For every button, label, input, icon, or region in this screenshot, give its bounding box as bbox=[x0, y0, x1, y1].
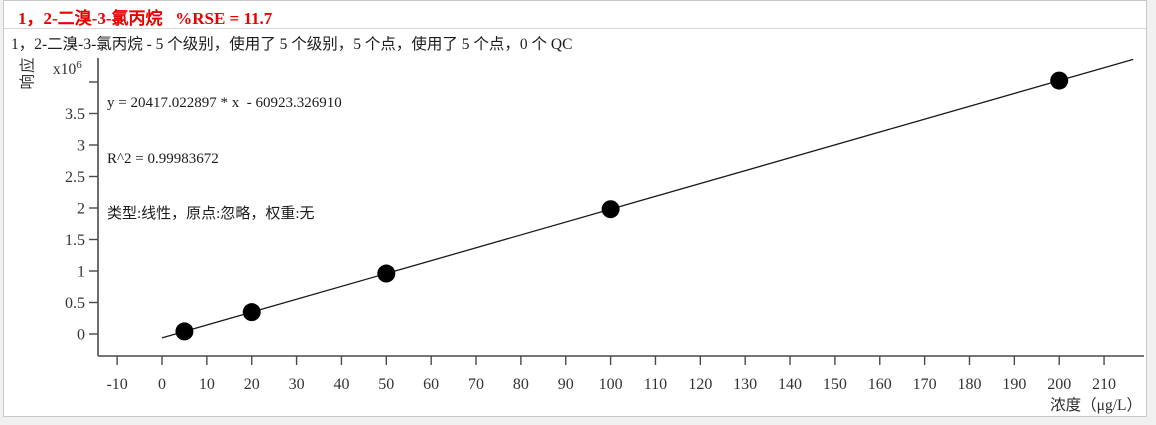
y-tick-label: 3 bbox=[77, 138, 85, 155]
fit-type: 类型:线性，原点:忽略，权重:无 bbox=[107, 206, 315, 222]
data-point[interactable] bbox=[1050, 71, 1069, 90]
data-point[interactable] bbox=[601, 200, 620, 219]
x-tick-label: 140 bbox=[778, 376, 802, 393]
x-tick-label: 210 bbox=[1092, 376, 1116, 393]
x-tick-label: 40 bbox=[333, 376, 349, 393]
x-tick-label: -10 bbox=[106, 376, 127, 393]
x-tick-label: 0 bbox=[158, 376, 166, 393]
x-tick-label: 150 bbox=[823, 376, 847, 393]
data-point[interactable] bbox=[242, 303, 261, 322]
y-tick-label: 0.5 bbox=[65, 295, 85, 312]
x-tick-label: 100 bbox=[599, 376, 623, 393]
y-tick-label: 3.5 bbox=[65, 106, 85, 123]
x-tick-label: 30 bbox=[289, 376, 305, 393]
y-tick-label: 1.5 bbox=[65, 232, 85, 249]
y-tick-label: 2.5 bbox=[65, 169, 85, 186]
x-tick-label: 50 bbox=[378, 376, 394, 393]
data-point[interactable] bbox=[175, 322, 194, 341]
fit-equation: y = 20417.022897 * x - 60923.326910 bbox=[107, 95, 342, 111]
y-axis-multiplier: x106 bbox=[53, 59, 82, 79]
compound-title: 1，2-二溴-3-氯丙烷 %RSE = 11.7 bbox=[18, 9, 273, 28]
x-tick-label: 80 bbox=[513, 376, 529, 393]
x-tick-label: 20 bbox=[244, 376, 260, 393]
x-tick-label: 90 bbox=[558, 376, 574, 393]
x-tick-label: 160 bbox=[868, 376, 892, 393]
calibration-summary: 1，2-二溴-3-氯丙烷 - 5 个级别，使用了 5 个级别，5 个点，使用了 … bbox=[11, 36, 573, 53]
y-axis-title: 响应 bbox=[19, 56, 37, 90]
x-tick-label: 70 bbox=[468, 376, 484, 393]
title-separator bbox=[4, 28, 1146, 29]
y-tick-label: 0 bbox=[77, 327, 85, 344]
x-tick-label: 190 bbox=[1002, 376, 1026, 393]
x-tick-label: 60 bbox=[423, 376, 439, 393]
r-squared: R^2 = 0.99983672 bbox=[107, 150, 219, 167]
y-tick-label: 2 bbox=[77, 201, 85, 218]
x-axis-title: 浓度（μg/L） bbox=[1050, 397, 1142, 414]
x-tick-label: 170 bbox=[913, 376, 937, 393]
x-tick-label: 110 bbox=[644, 376, 667, 393]
fit-equation-block: y = 20417.022897 * x - 60923.326910 R^2 … bbox=[107, 57, 342, 261]
calibration-plot: 0 0.5 1 1.5 2 2.5 3 3.5 -10 0 10 20 30 40 50 60 70 80 90 10… bbox=[65, 58, 1144, 393]
x-tick-label: 200 bbox=[1047, 376, 1071, 393]
y-tick-label: 1 bbox=[77, 264, 85, 281]
x-tick-label: 130 bbox=[733, 376, 757, 393]
x-tick-label: 120 bbox=[688, 376, 712, 393]
x-tick-label: 10 bbox=[199, 376, 215, 393]
fit-line bbox=[161, 58, 1134, 339]
calibration-panel: 1，2-二溴-3-氯丙烷 %RSE = 11.7 1，2-二溴-3-氯丙烷 - … bbox=[3, 0, 1147, 417]
data-point[interactable] bbox=[377, 264, 396, 283]
x-tick-label: 180 bbox=[957, 376, 981, 393]
